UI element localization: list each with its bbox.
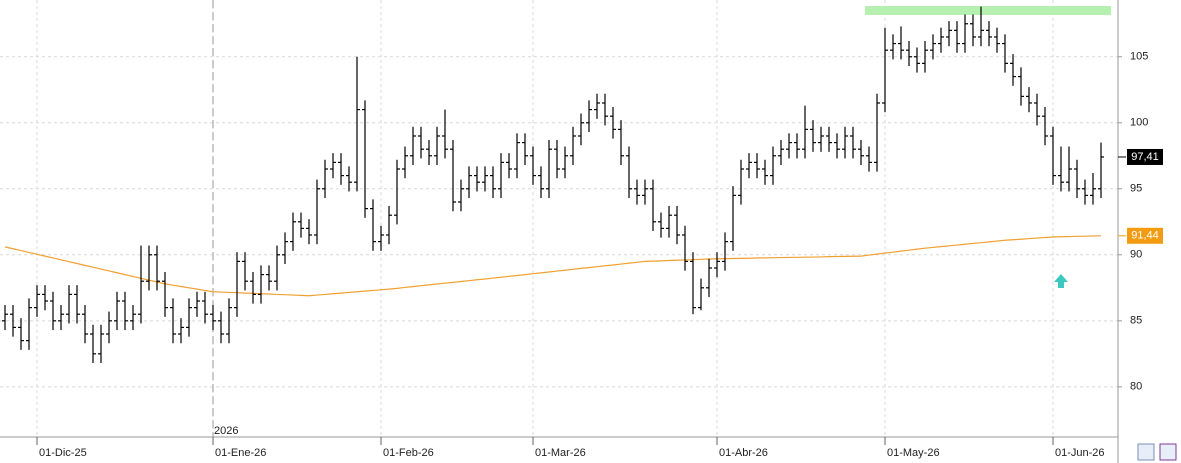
price-tag-label: 97,41: [1131, 151, 1159, 163]
y-tick-label: 105: [1130, 51, 1148, 63]
signal-arrow: [1054, 274, 1068, 288]
y-tick-label: 85: [1130, 315, 1142, 327]
x-tick-label: 01-May-26: [887, 447, 940, 459]
price-tag-label: 91,44: [1131, 230, 1159, 242]
y-tick-label: 80: [1130, 381, 1142, 393]
x-tick-label: 01-Ene-26: [215, 447, 266, 459]
x-tick-label: 01-Mar-26: [535, 447, 586, 459]
y-tick-label: 90: [1130, 249, 1142, 261]
zoom-button[interactable]: [1137, 443, 1155, 461]
price-tag-box: [1127, 227, 1163, 244]
y-tick-label: 100: [1130, 117, 1148, 129]
year-label: 2026: [214, 425, 238, 437]
x-tick-label: 01-Abr-26: [719, 447, 768, 459]
x-tick-label: 01-Dic-25: [39, 447, 87, 459]
resistance-zone: [865, 6, 1111, 15]
save-button[interactable]: [1159, 443, 1177, 461]
y-tick-label: 95: [1130, 183, 1142, 195]
x-tick-label: 01-Feb-26: [383, 447, 434, 459]
price-tag-box: [1127, 148, 1163, 165]
x-tick-label: 01-Jun-26: [1055, 447, 1105, 459]
moving-average-line: [4, 235, 1102, 297]
